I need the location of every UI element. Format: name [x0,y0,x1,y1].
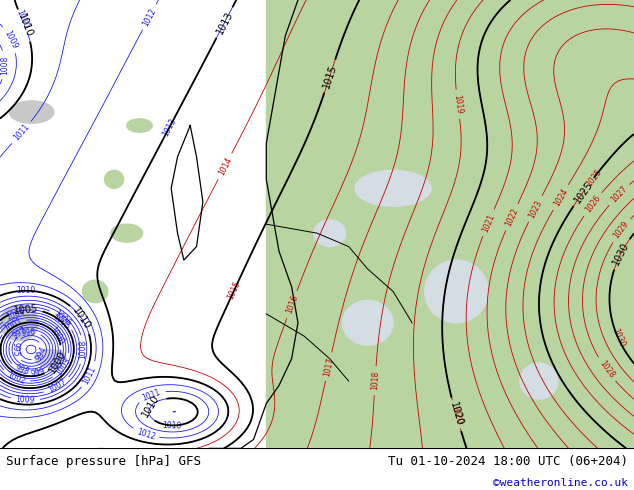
Text: 1022: 1022 [503,207,520,228]
Text: 1004: 1004 [5,308,27,322]
Text: 998: 998 [14,364,30,377]
Text: 1010: 1010 [15,9,30,30]
Ellipse shape [0,305,38,341]
Text: 1002: 1002 [5,370,27,386]
Text: 1013: 1013 [214,9,235,36]
Text: 1016: 1016 [284,294,299,315]
Text: 1009: 1009 [3,29,19,50]
Text: Tu 01-10-2024 18:00 UTC (06+204): Tu 01-10-2024 18:00 UTC (06+204) [387,455,628,468]
Text: 1013: 1013 [161,116,178,138]
Text: 1014: 1014 [217,156,233,177]
Text: 996: 996 [21,327,36,338]
Ellipse shape [127,119,152,132]
Text: 1020: 1020 [449,404,463,425]
Text: 1007: 1007 [47,377,68,395]
Text: 1029: 1029 [612,220,631,241]
Text: 995: 995 [11,342,20,357]
Text: 1020: 1020 [448,401,464,428]
Text: 1017: 1017 [322,356,335,377]
Text: 1000: 1000 [48,325,66,346]
Ellipse shape [35,350,67,368]
Text: 1011: 1011 [12,122,31,143]
Text: 1010: 1010 [16,286,35,295]
Text: 1025: 1025 [585,167,604,188]
Ellipse shape [10,101,54,123]
Text: ©weatheronline.co.uk: ©weatheronline.co.uk [493,477,628,488]
Text: 994: 994 [34,345,49,362]
Text: 1000: 1000 [47,349,68,375]
Text: 1030: 1030 [610,327,626,348]
Text: 1026: 1026 [583,194,602,215]
Text: 1019: 1019 [452,94,463,115]
Text: 1005: 1005 [51,312,71,331]
Text: 1009: 1009 [16,395,36,405]
Text: 1010: 1010 [71,306,93,332]
Text: 1015: 1015 [321,63,339,89]
Text: 1008: 1008 [1,55,10,74]
Text: 1021: 1021 [481,212,496,233]
Ellipse shape [314,220,346,246]
Ellipse shape [342,300,393,345]
Text: 1025: 1025 [572,179,595,205]
Text: 1028: 1028 [597,359,616,380]
Ellipse shape [425,260,488,323]
Text: 1015: 1015 [226,280,242,301]
Text: 1010: 1010 [141,393,162,419]
Text: 1011: 1011 [141,387,162,402]
Ellipse shape [105,171,124,188]
Text: 1006: 1006 [52,309,72,328]
Text: 1023: 1023 [527,198,543,220]
Text: 1030: 1030 [611,241,631,267]
Ellipse shape [355,171,431,206]
Text: 1010: 1010 [162,420,182,430]
Text: Surface pressure [hPa] GFS: Surface pressure [hPa] GFS [6,455,202,468]
Text: 999: 999 [30,367,46,379]
Ellipse shape [82,280,108,303]
Text: 1010: 1010 [16,12,34,39]
Text: 997: 997 [11,325,28,340]
Ellipse shape [520,363,558,399]
Text: 1001: 1001 [2,316,23,334]
Text: 1008: 1008 [79,340,87,359]
Text: 1012: 1012 [141,6,158,27]
Text: 1005: 1005 [13,304,38,316]
Text: 1018: 1018 [370,371,380,391]
Text: 1011: 1011 [81,365,98,386]
Text: 1012: 1012 [136,427,157,441]
Text: 1024: 1024 [552,187,569,208]
Text: 1027: 1027 [609,185,629,205]
Ellipse shape [111,224,143,242]
Text: 1003: 1003 [54,356,72,377]
FancyBboxPatch shape [266,0,634,448]
